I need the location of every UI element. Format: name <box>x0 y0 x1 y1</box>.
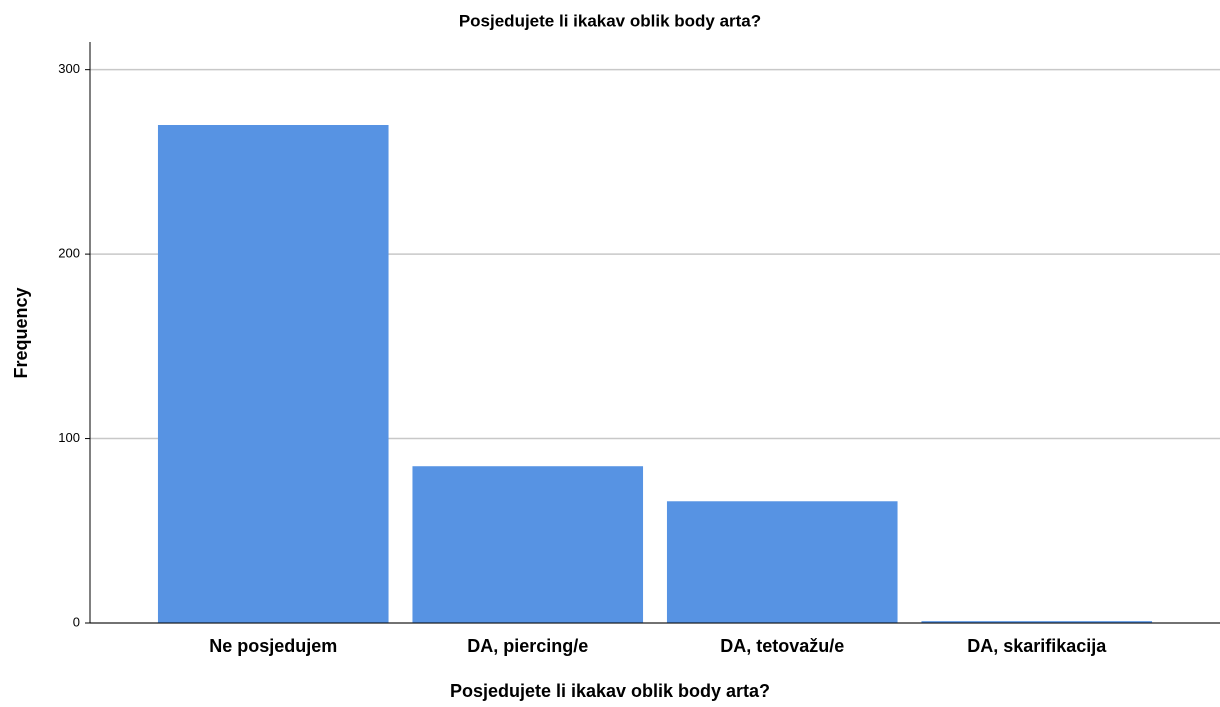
y-tick-label: 300 <box>58 61 80 76</box>
x-tick-label: DA, skarifikacija <box>967 636 1107 656</box>
x-axis-label: Posjedujete li ikakav oblik body arta? <box>450 681 770 701</box>
chart-title: Posjedujete li ikakav oblik body arta? <box>459 11 761 30</box>
bar <box>157 125 389 623</box>
bar <box>921 621 1153 623</box>
bar <box>666 501 898 623</box>
y-tick-label: 100 <box>58 430 80 445</box>
bar <box>412 466 644 623</box>
x-tick-label: DA, tetovažu/e <box>720 636 844 656</box>
x-tick-label: DA, piercing/e <box>467 636 588 656</box>
y-axis-label: Frequency <box>11 287 31 378</box>
x-tick-label: Ne posjedujem <box>209 636 337 656</box>
y-tick-label: 200 <box>58 246 80 261</box>
y-tick-label: 0 <box>73 614 80 629</box>
